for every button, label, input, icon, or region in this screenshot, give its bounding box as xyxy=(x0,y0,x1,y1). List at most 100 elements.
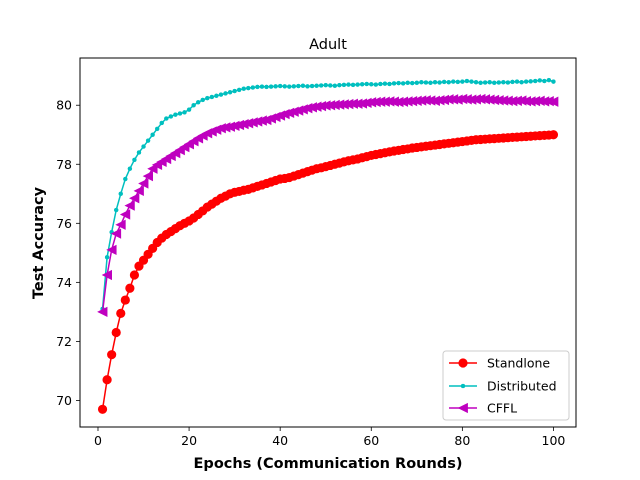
data-point-cffl xyxy=(147,163,158,174)
data-point-cffl xyxy=(119,209,131,220)
data-point-distributed xyxy=(496,80,502,85)
x-tick-label: 20 xyxy=(181,433,197,448)
data-point-standlone xyxy=(129,270,140,280)
data-point-distributed xyxy=(300,83,306,88)
legend: Standlone Distributed CFFL xyxy=(442,350,570,421)
data-point-distributed xyxy=(487,79,492,85)
data-point-distributed xyxy=(460,79,465,84)
data-point-distributed xyxy=(387,81,392,87)
y-tick-label: 80 xyxy=(56,98,72,113)
data-point-distributed xyxy=(154,126,160,132)
data-point-distributed xyxy=(264,84,269,90)
y-tick-label: 78 xyxy=(56,157,72,172)
data-point-distributed xyxy=(359,82,365,87)
data-point-distributed xyxy=(391,81,397,86)
x-tick-label: 60 xyxy=(363,433,379,448)
data-point-distributed xyxy=(396,80,401,86)
data-point-distributed xyxy=(141,144,146,149)
series-distributed xyxy=(100,77,556,312)
data-point-distributed xyxy=(355,82,360,87)
data-point-distributed xyxy=(227,89,233,95)
data-point-distributed xyxy=(246,85,251,91)
legend-label-distributed: Distributed xyxy=(487,379,557,394)
data-point-standlone xyxy=(102,375,112,385)
data-point-distributed xyxy=(118,191,124,197)
data-point-distributed xyxy=(491,80,497,86)
data-point-distributed xyxy=(337,82,342,88)
series-standlone xyxy=(97,130,559,414)
x-tick-label: 80 xyxy=(454,433,470,448)
y-tick-label: 76 xyxy=(56,216,72,231)
data-point-distributed xyxy=(277,83,283,89)
data-point-distributed xyxy=(510,79,515,85)
data-point-distributed xyxy=(523,79,529,84)
data-point-cffl xyxy=(115,219,126,230)
data-point-distributed xyxy=(214,93,219,99)
data-point-distributed xyxy=(159,120,165,126)
data-point-distributed xyxy=(451,79,456,84)
y-tick-label: 70 xyxy=(56,393,72,408)
data-point-distributed xyxy=(309,83,315,89)
y-tick-label: 74 xyxy=(56,275,72,290)
data-point-distributed xyxy=(104,255,110,260)
data-point-distributed xyxy=(519,79,524,85)
data-point-distributed xyxy=(127,166,133,171)
data-point-distributed xyxy=(405,80,410,86)
data-point-distributed xyxy=(296,83,301,89)
data-point-distributed xyxy=(505,80,511,85)
x-tick-label: 100 xyxy=(542,433,566,448)
legend-box xyxy=(442,350,570,421)
data-point-cffl xyxy=(110,228,122,239)
data-point-distributed xyxy=(532,78,538,84)
data-point-distributed xyxy=(432,79,438,85)
data-point-distributed xyxy=(191,102,196,108)
data-point-standlone xyxy=(116,308,126,318)
data-point-distributed xyxy=(291,84,297,89)
data-point-distributed xyxy=(441,79,447,85)
data-point-distributed xyxy=(464,78,470,84)
data-point-cffl xyxy=(133,185,144,196)
data-point-distributed xyxy=(123,176,128,182)
data-point-cffl xyxy=(106,244,117,256)
data-point-distributed xyxy=(501,79,506,85)
data-point-distributed xyxy=(218,92,224,97)
data-point-distributed xyxy=(305,84,310,89)
legend-marker-cffl xyxy=(457,402,468,414)
data-point-distributed xyxy=(346,82,351,87)
data-point-distributed xyxy=(482,80,488,85)
legend-label-standlone: Standlone xyxy=(487,356,550,371)
data-point-distributed xyxy=(250,85,256,90)
series-line-distributed xyxy=(101,79,554,309)
data-point-distributed xyxy=(446,79,451,85)
x-axis-label: Epochs (Communication Rounds) xyxy=(194,456,463,472)
series-layer xyxy=(97,77,559,414)
x-tick-label: 40 xyxy=(272,433,288,448)
data-point-cffl xyxy=(124,200,135,211)
data-point-standlone xyxy=(111,327,121,338)
legend-marker-standlone xyxy=(458,358,468,368)
data-point-distributed xyxy=(205,95,210,101)
data-point-distributed xyxy=(341,82,347,88)
data-point-distributed xyxy=(537,78,543,83)
data-point-distributed xyxy=(378,81,383,87)
data-point-cffl xyxy=(138,178,149,189)
data-point-distributed xyxy=(223,91,228,96)
x-tick-label: 0 xyxy=(94,433,102,448)
data-point-distributed xyxy=(551,79,556,84)
data-point-distributed xyxy=(236,87,242,93)
data-point-distributed xyxy=(268,84,274,89)
data-point-distributed xyxy=(373,82,379,87)
data-point-standlone xyxy=(125,283,135,293)
data-point-distributed xyxy=(200,97,205,103)
data-point-distributed xyxy=(113,207,119,213)
data-point-distributed xyxy=(428,80,433,86)
data-point-distributed xyxy=(423,80,429,85)
data-point-distributed xyxy=(410,80,415,86)
data-point-distributed xyxy=(382,81,388,86)
data-point-standlone xyxy=(548,130,559,140)
data-point-cffl xyxy=(142,170,153,182)
data-point-distributed xyxy=(369,82,374,87)
y-tick-label: 72 xyxy=(56,334,72,349)
series-cffl xyxy=(97,93,559,318)
data-point-distributed xyxy=(328,83,333,88)
